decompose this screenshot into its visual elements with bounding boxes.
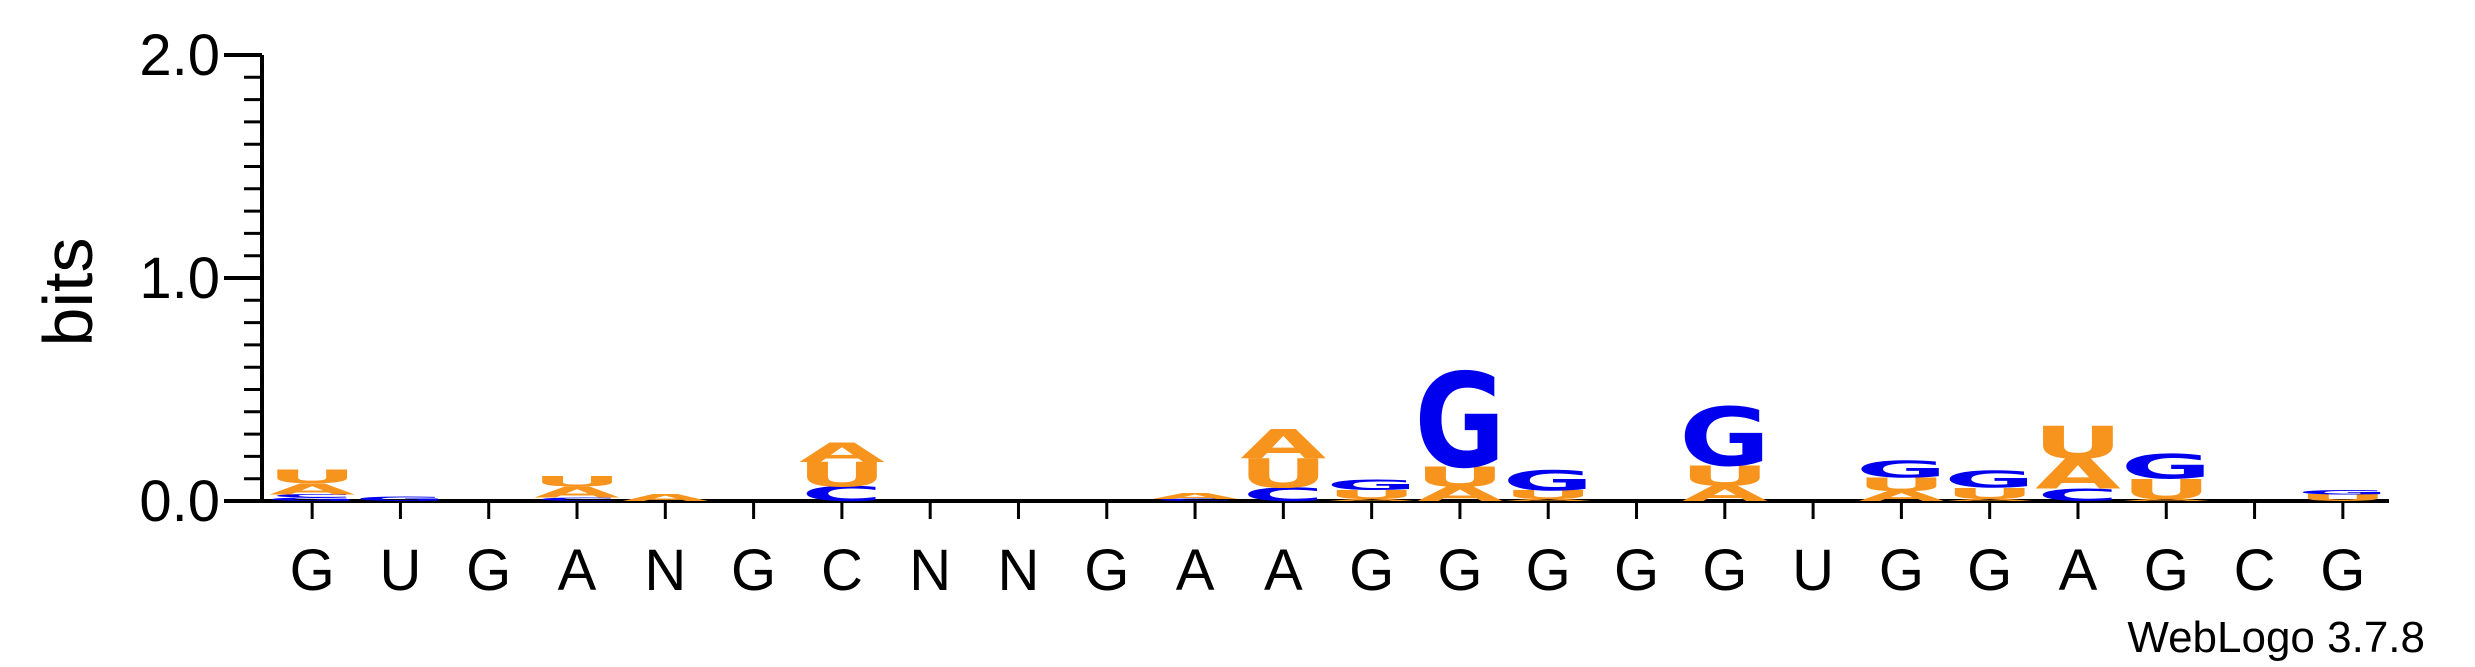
x-tick-label: A	[1176, 538, 1215, 603]
logo-letter: U	[1238, 450, 1328, 497]
logo-letter: C	[801, 482, 882, 505]
logo-letter: U	[1415, 461, 1505, 493]
logo-letter: G	[1679, 391, 1770, 485]
x-tick-label: G	[1614, 538, 1659, 603]
x-tick-label: G	[2144, 538, 2189, 603]
logo-letter: G	[1326, 477, 1417, 493]
logo-letter: C	[536, 497, 617, 502]
logo-letter: U	[2033, 417, 2123, 470]
logo-letter: U	[2298, 492, 2388, 503]
logo-letter: G	[267, 497, 358, 502]
y-tick-label: 0.0	[139, 469, 220, 534]
x-tick-label: G	[1084, 538, 1129, 603]
x-tick-label: G	[290, 538, 335, 603]
logo-letter: A	[1947, 498, 2033, 502]
logo-letter: U	[1327, 487, 1417, 501]
logo-letter: U	[1856, 474, 1946, 496]
x-tick-label: C	[2234, 538, 2276, 603]
x-tick-label: G	[731, 538, 776, 603]
logo-letter: U	[267, 466, 357, 488]
x-tick-label: G	[1967, 538, 2012, 603]
logo-letter: G	[2297, 489, 2388, 496]
logo-letter: U	[797, 455, 887, 494]
logo-letter: A	[799, 438, 886, 469]
x-tick-label: G	[1526, 538, 1571, 603]
x-tick-label: G	[466, 538, 511, 603]
x-tick-label: N	[909, 538, 951, 603]
x-tick-label: A	[2059, 538, 2098, 603]
weblogo-credit: WebLogo 3.7.8	[2127, 613, 2425, 662]
logo-letter: C	[271, 493, 352, 498]
x-tick-label: G	[1702, 538, 1747, 603]
logo-letter: A	[622, 492, 708, 503]
logo-letter: A	[1240, 422, 1326, 469]
x-tick-label: U	[379, 538, 421, 603]
x-tick-label: N	[644, 538, 686, 603]
logo-letter: U	[1503, 487, 1593, 501]
logo-letter: A	[534, 483, 620, 501]
x-tick-label: N	[998, 538, 1040, 603]
logo-letter: A	[2035, 450, 2121, 499]
logo-letter: A	[1505, 498, 1591, 502]
x-tick-label: U	[1792, 538, 1834, 603]
y-tick-label: 1.0	[139, 246, 220, 311]
logo-letter: G	[1856, 456, 1947, 483]
logo-letter: C	[1243, 484, 1324, 506]
logo-letter: A	[1417, 482, 1503, 505]
logo-letter: G	[1414, 346, 1505, 498]
logo-letter: G	[2121, 448, 2212, 487]
logo-letter: C	[1154, 498, 1235, 502]
logo-letter: C	[2037, 485, 2118, 505]
logo-letter: U	[1680, 460, 1770, 492]
x-tick-label: G	[1879, 538, 1924, 603]
logo-letter: U	[1945, 484, 2035, 502]
x-tick-label: C	[821, 538, 863, 603]
logo-letter: A	[269, 480, 355, 498]
y-axis-label: bits	[29, 238, 107, 347]
x-tick-label: G	[1349, 538, 1394, 603]
logo-letter: A	[2123, 498, 2209, 502]
x-tick-label: G	[1437, 538, 1482, 603]
logo-letter: A	[1682, 481, 1768, 506]
y-axis: 0.0 1.0 2.0	[139, 23, 264, 534]
logo-letter: U	[2121, 473, 2211, 505]
x-tick-label: A	[558, 538, 597, 603]
logo-letter: A	[1858, 488, 1944, 504]
logo-letter: A	[1152, 492, 1238, 501]
logo-letter: G	[355, 495, 446, 502]
y-tick-label: 2.0	[139, 23, 220, 88]
x-tick-label: A	[1264, 538, 1303, 603]
logo-letter: G	[1503, 464, 1594, 496]
x-tick-label: G	[2320, 538, 2365, 603]
logo-letter: G	[1944, 466, 2035, 493]
logo-letter: U	[532, 474, 622, 490]
logo-letter: A	[1329, 498, 1415, 502]
